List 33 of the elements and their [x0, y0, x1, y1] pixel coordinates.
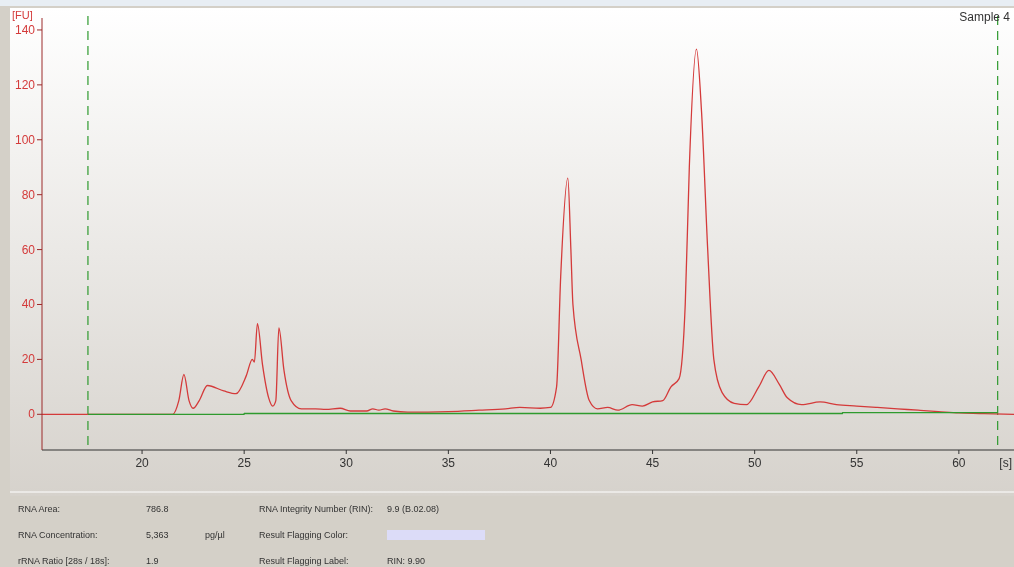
x-tick-label: 55	[850, 456, 864, 470]
text: Result Flagging Color:	[259, 530, 349, 540]
y-tick-label: 100	[14, 132, 36, 147]
x-tick-label: 25	[237, 456, 252, 470]
text: 1.9	[146, 556, 159, 566]
text: rRNA Ratio [28s / 18s]:	[18, 556, 110, 566]
y-tick-label: 140	[14, 22, 36, 37]
text: pg/µl	[205, 530, 225, 540]
y-tick-label: 20	[21, 352, 36, 367]
text: RNA Area:	[18, 504, 61, 514]
x-tick-label: 20	[135, 456, 150, 470]
text: RNA Concentration:	[18, 530, 98, 540]
x-tick-label: 60	[952, 456, 966, 470]
text: 786.8	[146, 504, 169, 514]
y-axis-title: [FU]	[12, 9, 33, 21]
x-tick-label: 30	[339, 456, 354, 470]
line-series	[41, 48, 1014, 415]
text: 9.9 (B.02.08)	[387, 504, 440, 514]
y-tick-label: 40	[21, 297, 36, 312]
chart-title: Sample 4	[959, 10, 1011, 24]
x-tick-label: 35	[441, 456, 456, 470]
text: RNA Integrity Number (RIN):	[259, 504, 374, 514]
y-tick-label: 60	[21, 242, 36, 257]
text: Result Flagging Label:	[259, 556, 349, 566]
x-tick-label: 45	[645, 456, 660, 470]
y-tick-label: 80	[21, 187, 36, 202]
text: 5,363	[146, 530, 169, 540]
x-tick-label: 40	[543, 456, 558, 470]
y-tick-label: 120	[14, 77, 36, 92]
x-tick-label: 50	[747, 456, 762, 470]
x-axis-title: [s]	[999, 456, 1012, 470]
y-tick-label: 0	[28, 407, 36, 422]
text: RIN: 9.90	[387, 556, 426, 566]
